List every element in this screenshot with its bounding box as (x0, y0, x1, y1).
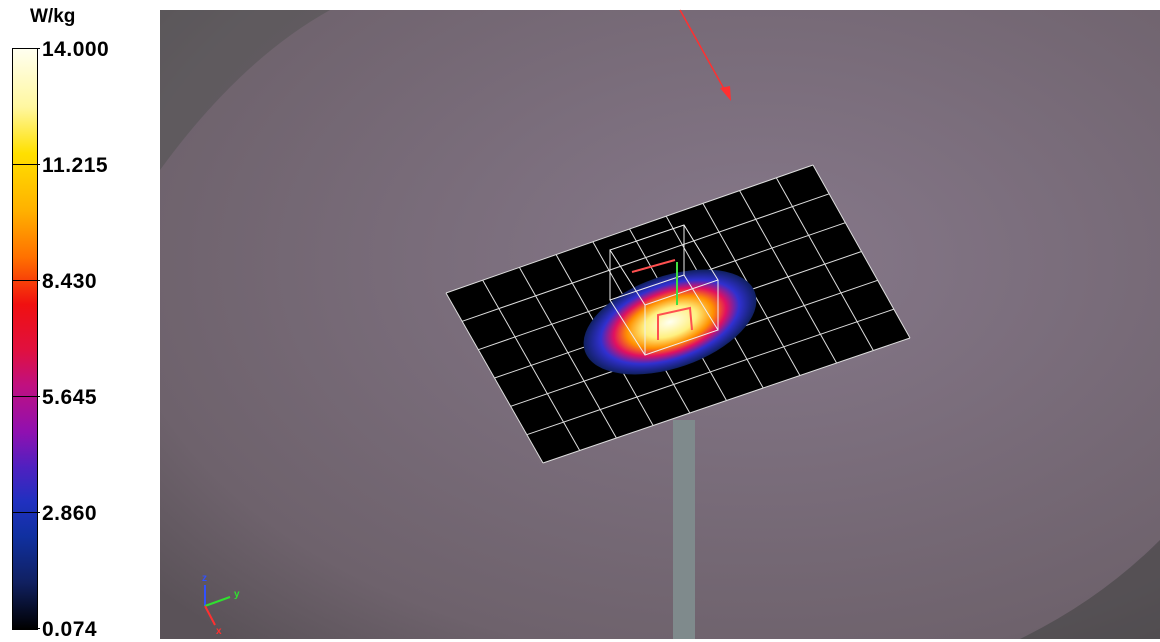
colorbar (12, 48, 38, 630)
colorbar-label: 8.430 (42, 270, 98, 293)
colorbar-label: 2.860 (42, 502, 98, 525)
colorbar-tick (12, 280, 40, 281)
colorbar-label: 11.215 (42, 154, 109, 177)
hotspot (583, 269, 757, 375)
colorbar-unit: W/kg (30, 6, 76, 27)
grid-line (526, 308, 894, 436)
colorbar-tick (12, 628, 40, 629)
arrow-head (720, 86, 731, 101)
axis-label: y (234, 589, 240, 600)
axis-label: x (216, 626, 222, 637)
incident-arrow (679, 9, 729, 97)
colorbar-label: 5.645 (42, 386, 98, 409)
grid-line (462, 193, 830, 322)
pole (673, 420, 695, 639)
colorbar-tick (12, 512, 40, 513)
shadow (1020, 540, 1160, 639)
shadow (160, 10, 330, 170)
axis-label: z (202, 573, 207, 584)
grid-line (542, 337, 911, 464)
colorbar-tick (12, 48, 40, 49)
probe-box (609, 224, 719, 356)
colorbar-label: 0.074 (42, 618, 98, 641)
axis-triad: z y x (202, 573, 240, 637)
antenna (631, 259, 693, 340)
colorbar-label: 14.000 (42, 38, 110, 61)
grid-line (445, 164, 814, 294)
colorbar-tick (12, 396, 40, 397)
colorbar-tick (12, 164, 40, 165)
